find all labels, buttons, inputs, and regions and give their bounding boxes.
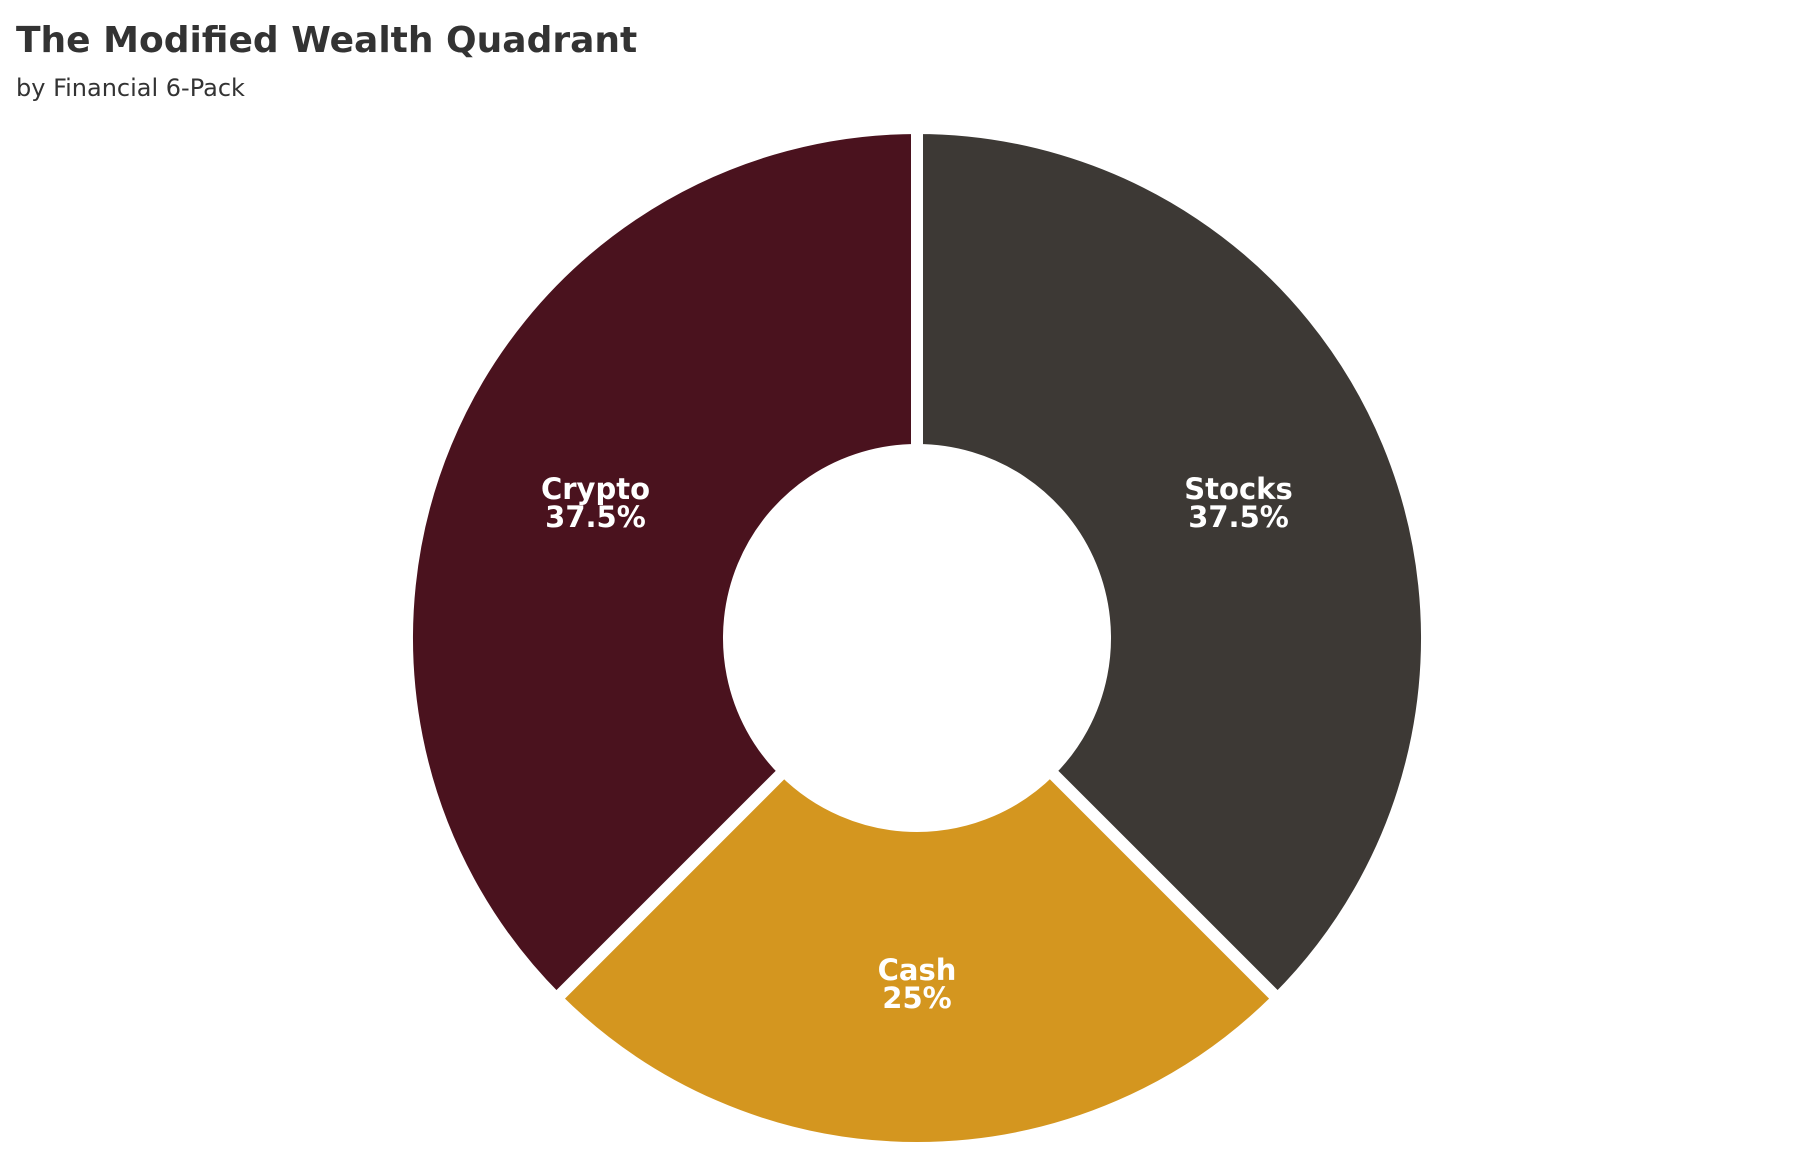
slice [401,122,923,1005]
slice-label: Crypto [541,472,650,506]
slice [911,122,1433,1005]
chart-subtitle: by Financial 6-Pack [16,74,245,102]
slice [550,764,1284,1150]
slice-label: Cash [878,953,957,987]
value-label: 37.5% [545,500,646,534]
chart-title: The Modified Wealth Quadrant [16,20,637,61]
value-label: 25% [882,981,951,1015]
slice-label: Stocks [1184,472,1292,506]
value-label: 37.5% [1188,500,1289,534]
